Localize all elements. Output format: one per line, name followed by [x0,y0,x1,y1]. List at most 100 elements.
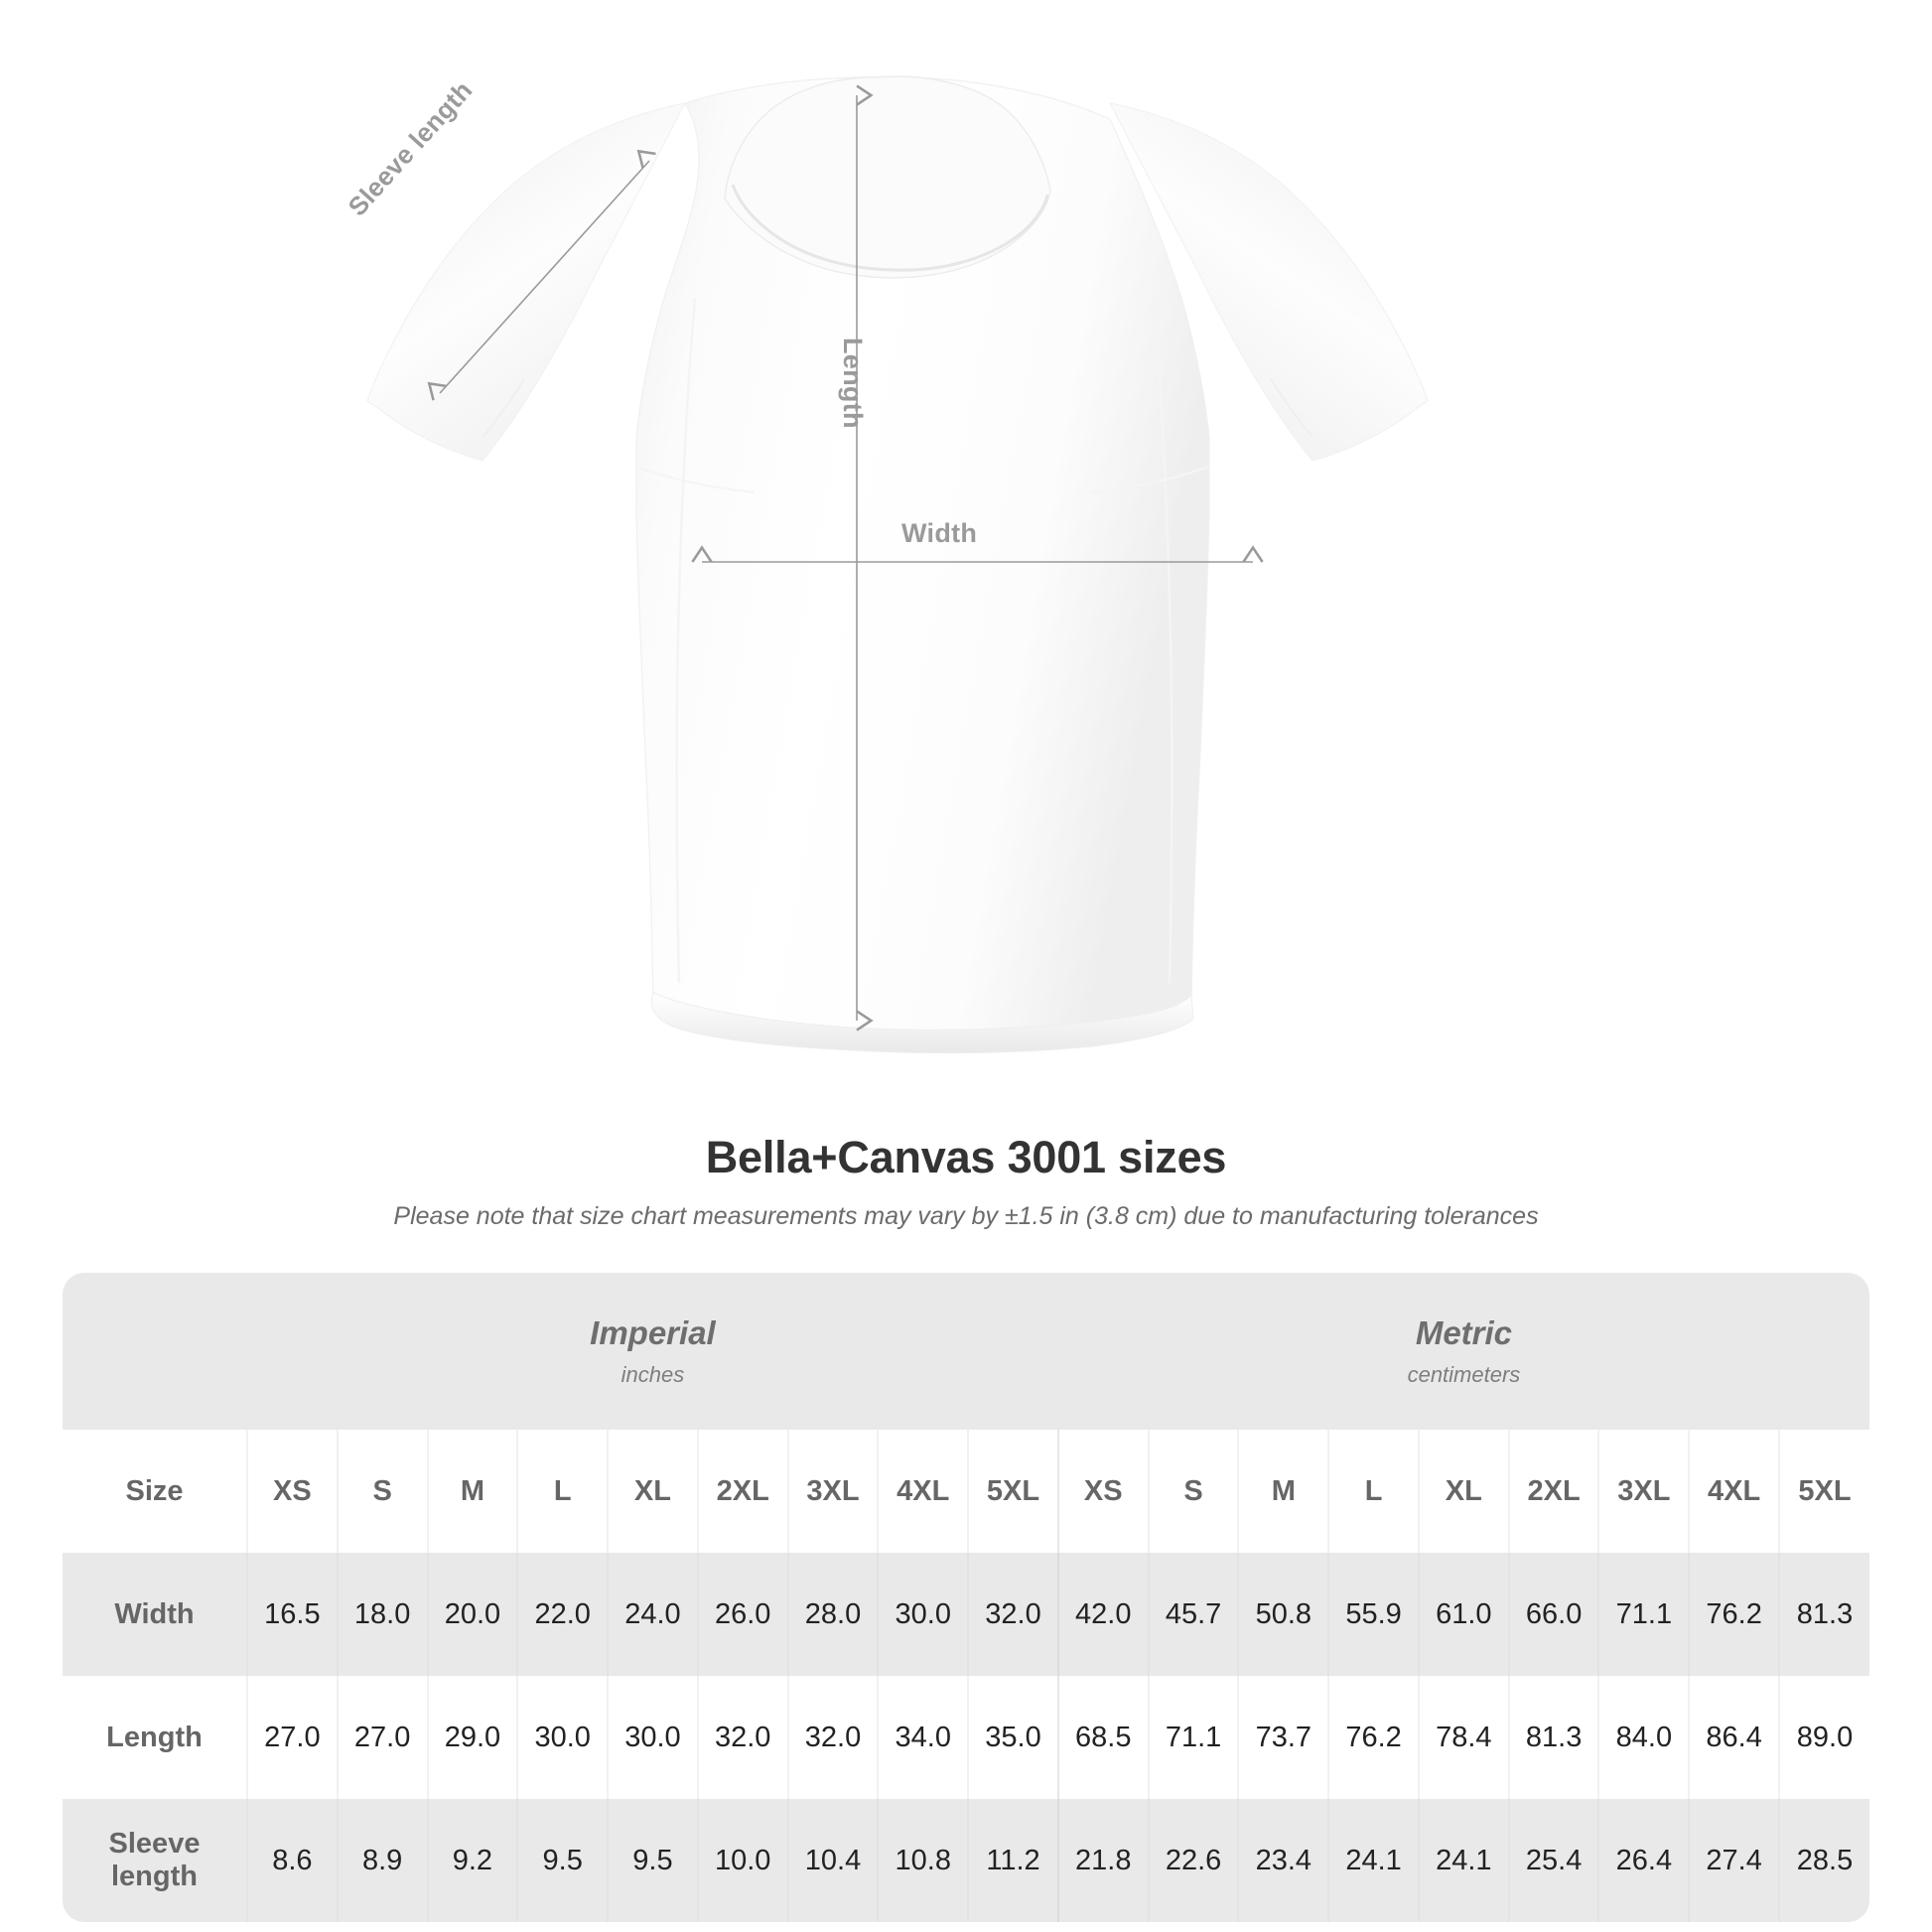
size-column-header: S [1147,1430,1239,1553]
fold-line-armpit-right [1089,466,1210,493]
measurement-cell: 24.1 [1327,1799,1419,1922]
table-row: Width 16.5 18.0 20.0 22.0 24.0 26.0 28.0 30.0 32.… [63,1553,1869,1676]
measurement-value: 89.0 [1796,1721,1854,1753]
measurement-value: 73.7 [1255,1721,1312,1753]
measurement-value: 8.9 [361,1844,403,1876]
size-column-header: 4XL [1688,1430,1780,1553]
measurement-value: 10.4 [804,1844,862,1876]
measurement-value: 30.0 [895,1597,951,1630]
size-column-header: 3XL [1597,1430,1690,1553]
size-column-header-text: M [1271,1474,1296,1507]
measurement-value: 30.0 [534,1721,591,1753]
table-row: Sleeve length 8.6 8.9 9.2 9.5 9.5 10.0 10.4 10.8… [63,1799,1869,1922]
size-column-header-text: L [1364,1474,1383,1507]
measurement-value: 32.0 [714,1721,771,1753]
unit-header-spacer [63,1273,247,1430]
unit-group-metric: Metric centimeters [1057,1273,1869,1430]
measurement-value: 30.0 [624,1721,681,1753]
measurement-cell: 81.3 [1507,1676,1599,1799]
tshirt-body-group [366,75,1429,1054]
measurement-value: 50.8 [1255,1597,1312,1630]
measurement-cell: 30.0 [607,1676,698,1799]
measurement-cell: 27.0 [246,1676,338,1799]
tshirt-measurement-diagram: Sleeve length Length Width [342,75,1429,1054]
unit-group-name: Metric [1415,1313,1513,1351]
measurement-value: 27.4 [1706,1844,1762,1876]
measurement-value: 35.0 [985,1721,1041,1753]
size-column-header: 5XL [1778,1430,1869,1553]
measurement-cell: 71.1 [1597,1553,1690,1676]
size-column-header: 2XL [696,1430,788,1553]
measurement-cell: 32.0 [967,1553,1058,1676]
measurement-cell: 42.0 [1056,1553,1149,1676]
measurement-cell: 30.0 [877,1553,969,1676]
table-row: Length 27.0 27.0 29.0 30.0 30.0 32.0 32.0 34.0 35… [63,1676,1869,1799]
measurement-row-label: Width [63,1553,247,1676]
fold-line-left [675,297,697,984]
size-chart-container: Imperial inches Metric centimeters Size XS S M L… [63,1273,1869,1922]
size-column-header-text: 3XL [1617,1474,1671,1507]
measurement-cell: 10.8 [877,1799,969,1922]
measurement-value: 25.4 [1525,1844,1583,1876]
size-column-header-text: 4XL [897,1474,950,1507]
measurement-cell: 27.4 [1688,1799,1780,1922]
measurement-cell: 28.5 [1778,1799,1869,1922]
measurement-cell: 32.0 [786,1676,879,1799]
unit-group-name: Imperial [590,1313,716,1351]
measurement-value: 71.1 [1165,1721,1222,1753]
measurement-row-label: Length [63,1676,247,1799]
size-column-header: L [516,1430,609,1553]
tshirt-illustration [366,75,1429,1054]
size-column-header-text: 5XL [986,1474,1040,1507]
measurement-cell: 16.5 [246,1553,338,1676]
length-label: Length [838,338,868,429]
measurement-value: 68.5 [1075,1721,1132,1753]
size-column-header-text: XS [1083,1474,1123,1507]
measurement-cell: 73.7 [1237,1676,1329,1799]
size-column-header-text: XL [633,1474,671,1507]
measurement-cell: 27.0 [336,1676,428,1799]
measurement-cell: 22.0 [516,1553,609,1676]
measurement-cell: 30.0 [516,1676,609,1799]
measurement-cell: 22.6 [1147,1799,1239,1922]
measurement-value: 9.5 [542,1844,583,1876]
sleeve-length-dimension-arrow [427,149,656,401]
size-column-header-text: 2XL [1527,1474,1581,1507]
measurement-cell: 21.8 [1056,1799,1149,1922]
unit-group-subtitle: inches [621,1362,685,1388]
measurement-cell: 32.0 [696,1676,788,1799]
measurement-value: 16.5 [264,1597,321,1630]
size-column-header: XL [607,1430,698,1553]
measurement-cell: 66.0 [1507,1553,1599,1676]
collar-inner-seam [731,184,1049,272]
measurement-cell: 9.5 [516,1799,609,1922]
size-column-header-text: XS [273,1474,312,1507]
title-block: Bella+Canvas 3001 sizes Please note that… [0,1132,1932,1231]
measurement-cell: 26.4 [1597,1799,1690,1922]
measurement-value: 8.6 [272,1844,313,1876]
measurement-value: 26.4 [1615,1844,1673,1876]
measurement-cell: 11.2 [967,1799,1058,1922]
measurement-value: 84.0 [1615,1721,1673,1753]
measurement-cell: 78.4 [1417,1676,1509,1799]
measurement-cell: 35.0 [967,1676,1058,1799]
size-column-header-text: 4XL [1708,1474,1761,1507]
measurement-value: 24.1 [1436,1844,1492,1876]
measurement-value: 66.0 [1525,1597,1583,1630]
size-row-label: Size [63,1430,247,1553]
measurement-cell: 84.0 [1597,1676,1690,1799]
measurement-value: 18.0 [353,1597,411,1630]
measurement-value: 22.0 [534,1597,591,1630]
size-column-header-text: M [460,1474,484,1507]
measurement-value: 71.1 [1615,1597,1673,1630]
measurement-cell: 81.3 [1778,1553,1869,1676]
width-label: Width [901,518,978,548]
measurement-value: 61.0 [1436,1597,1492,1630]
measurement-cell: 86.4 [1688,1676,1780,1799]
size-column-header-text: 3XL [806,1474,860,1507]
unit-group-subtitle: centimeters [1407,1362,1521,1388]
measurement-cell: 71.1 [1147,1676,1239,1799]
measurement-cell: 68.5 [1056,1676,1149,1799]
measurement-value: 34.0 [895,1721,951,1753]
size-chart-table: Imperial inches Metric centimeters Size XS S M L… [63,1273,1869,1922]
